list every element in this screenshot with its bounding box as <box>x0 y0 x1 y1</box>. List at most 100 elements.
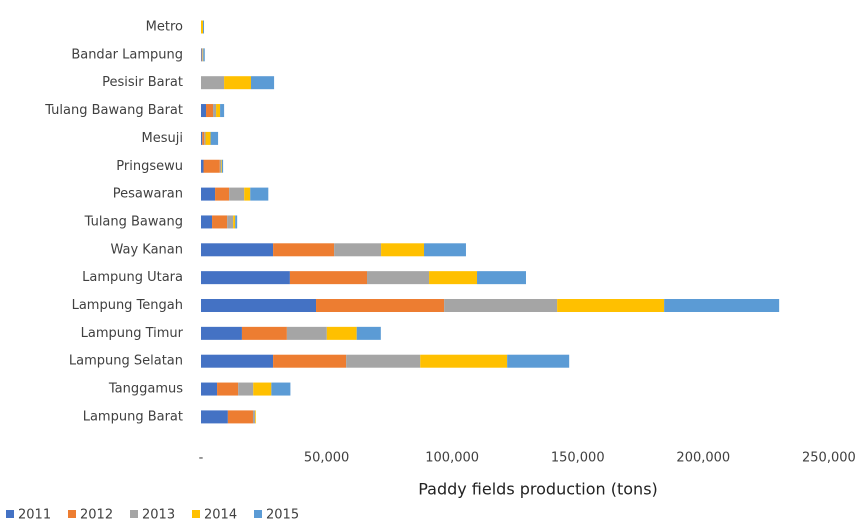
bar-segment <box>201 131 203 145</box>
bar-segment <box>227 215 234 229</box>
bar-segment <box>238 382 254 396</box>
y-tick-label: Pringsewu <box>116 159 183 174</box>
bar-segment <box>224 76 251 90</box>
legend-label: 2011 <box>18 508 51 522</box>
bar-segment <box>201 410 228 424</box>
legend-label: 2015 <box>266 508 299 522</box>
bar-segment <box>316 299 445 312</box>
bar-segment <box>227 410 253 424</box>
bar-segment <box>217 382 239 396</box>
y-tick-label: Way Kanan <box>110 242 183 257</box>
y-tick-label: Tulang Bawang <box>84 214 183 229</box>
legend-label: 2013 <box>142 508 175 522</box>
bar-segment <box>444 299 558 312</box>
y-tick-label: Lampung Tengah <box>72 298 183 313</box>
bar-segment <box>429 271 478 285</box>
bar-segment <box>201 382 218 396</box>
bar-segment <box>201 76 225 90</box>
legend-label: 2014 <box>204 508 237 522</box>
bar-segment <box>201 354 274 368</box>
bar-segment <box>253 382 272 396</box>
bar-segment <box>424 243 466 257</box>
legend-swatch <box>254 510 262 518</box>
bar-segment <box>229 187 245 201</box>
y-tick-label: Bandar Lampung <box>71 47 183 62</box>
bar-segment <box>201 20 204 34</box>
bar-segment <box>205 131 211 145</box>
bar-segment <box>201 187 216 201</box>
bar-segment <box>212 215 228 229</box>
y-tick-label: Lampung Selatan <box>69 354 183 369</box>
bar-segment <box>215 187 230 201</box>
x-tick-label: - <box>199 451 204 466</box>
legend-swatch <box>192 510 200 518</box>
bar-segment <box>507 354 570 368</box>
bar-segment <box>271 382 291 396</box>
bar-segment <box>202 48 203 62</box>
y-tick-label: Mesuji <box>142 131 183 146</box>
x-axis-title: Paddy fields production (tons) <box>418 480 658 499</box>
bar-segment <box>289 271 368 285</box>
bar-segment <box>201 326 242 340</box>
bar-segment <box>203 48 205 62</box>
bar-segment <box>201 215 213 229</box>
bar-segment <box>254 410 256 424</box>
legend-swatch <box>130 510 138 518</box>
bar-segment <box>220 104 225 118</box>
bar-segment <box>356 326 381 340</box>
x-tick-label: 250,000 <box>802 451 856 466</box>
x-tick-label: 50,000 <box>304 451 350 466</box>
bar-segment <box>201 104 207 118</box>
bar-segment <box>204 131 206 145</box>
bar-segment <box>221 159 222 173</box>
y-tick-label: Metro <box>146 20 183 35</box>
y-tick-label: Lampung Timur <box>81 326 184 341</box>
bar-segment <box>420 354 508 368</box>
x-tick-label: 100,000 <box>425 451 479 466</box>
bar-segment <box>210 131 219 145</box>
bar-segment <box>201 48 202 62</box>
bar-segment <box>557 299 665 312</box>
y-tick-label: Lampung Barat <box>83 409 183 424</box>
legend-swatch <box>68 510 76 518</box>
bar-segment <box>203 159 220 173</box>
bar-segment <box>250 187 269 201</box>
bar-segment <box>252 410 255 424</box>
bar-segment <box>202 131 205 145</box>
y-tick-label: Pesisir Barat <box>102 75 183 90</box>
bar-segment <box>203 20 205 34</box>
y-tick-label: Lampung Utara <box>82 270 183 285</box>
bar-segment <box>244 187 251 201</box>
y-tick-label: Tulang Bawang Barat <box>44 103 183 118</box>
bar-segment <box>201 159 204 173</box>
bar-segment <box>201 299 317 312</box>
bar-segment <box>201 48 203 62</box>
y-tick-label: Pesawaran <box>113 187 183 202</box>
legend-swatch <box>6 510 14 518</box>
bar-segment <box>381 243 425 257</box>
bar-segment <box>233 215 236 229</box>
bar-segment <box>241 326 287 340</box>
y-tick-label: Tanggamus <box>108 382 183 397</box>
bar-segment <box>286 326 327 340</box>
bar-segment <box>219 159 222 173</box>
bar-segment <box>201 271 290 285</box>
bar-segment <box>216 104 221 118</box>
bar-segment <box>664 299 780 312</box>
bar-segment <box>477 271 526 285</box>
x-tick-label: 200,000 <box>676 451 730 466</box>
bar-segment <box>346 354 421 368</box>
bar-segment <box>367 271 430 285</box>
legend-label: 2012 <box>80 508 113 522</box>
bar-segment <box>221 159 224 173</box>
x-tick-label: 150,000 <box>551 451 605 466</box>
bar-segment <box>326 326 357 340</box>
bar-segment <box>250 76 275 90</box>
bar-segment <box>273 354 347 368</box>
bar-segment <box>213 104 217 118</box>
bar-segment <box>235 215 238 229</box>
bar-segment <box>201 243 274 257</box>
bar-segment <box>202 48 204 62</box>
bar-segment <box>273 243 335 257</box>
